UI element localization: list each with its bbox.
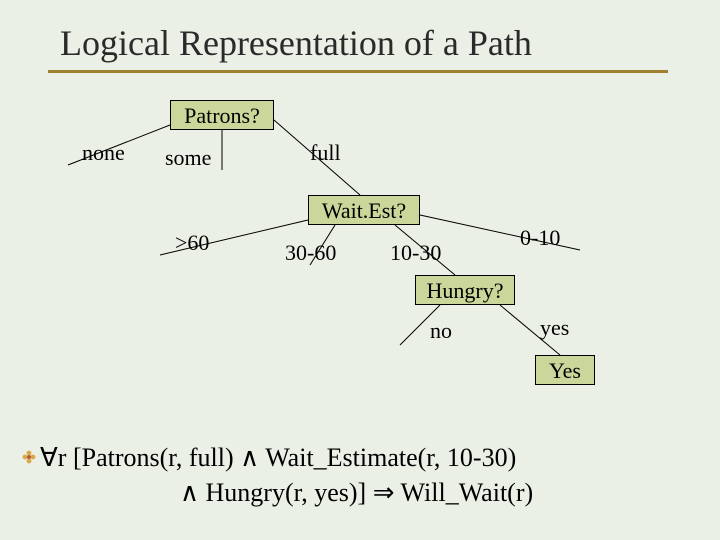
sym-implies: ⇒ — [373, 478, 395, 507]
edge-label-1030: 10-30 — [390, 240, 441, 266]
title-underline — [48, 70, 668, 73]
edge-label-no: no — [430, 318, 452, 344]
sym-and-1: ∧ — [240, 443, 259, 472]
slide-title: Logical Representation of a Path — [60, 22, 532, 64]
edge-label-some: some — [165, 145, 211, 171]
formula-line2-a: Hungry(r, yes)] — [199, 478, 373, 507]
node-hungry: Hungry? — [415, 275, 515, 305]
edge-label-yes: yes — [540, 315, 569, 341]
edge-label-010: 0-10 — [520, 225, 560, 251]
sym-forall: ∀ — [40, 443, 58, 472]
edge-label-full: full — [310, 140, 341, 166]
edge-label-gt60: >60 — [175, 230, 209, 256]
formula-line1-a: r [Patrons(r, full) — [58, 443, 240, 472]
formula-line2: ∧ Hungry(r, yes)] ⇒ Will_Wait(r) — [40, 475, 533, 510]
formula-line1-b: Wait_Estimate(r, 10-30) — [259, 443, 516, 472]
node-yes-leaf: Yes — [535, 355, 595, 385]
edge-label-none: none — [82, 140, 125, 166]
sym-and-2: ∧ — [180, 478, 199, 507]
formula-line2-b: Will_Wait(r) — [395, 478, 534, 507]
bullet-icon — [22, 450, 36, 464]
formula-line1: ∀r [Patrons(r, full) ∧ Wait_Estimate(r, … — [40, 440, 533, 475]
edge-label-3060: 30-60 — [285, 240, 336, 266]
formula: ∀r [Patrons(r, full) ∧ Wait_Estimate(r, … — [40, 440, 533, 510]
node-waitest: Wait.Est? — [308, 195, 420, 225]
node-patrons: Patrons? — [170, 100, 274, 130]
